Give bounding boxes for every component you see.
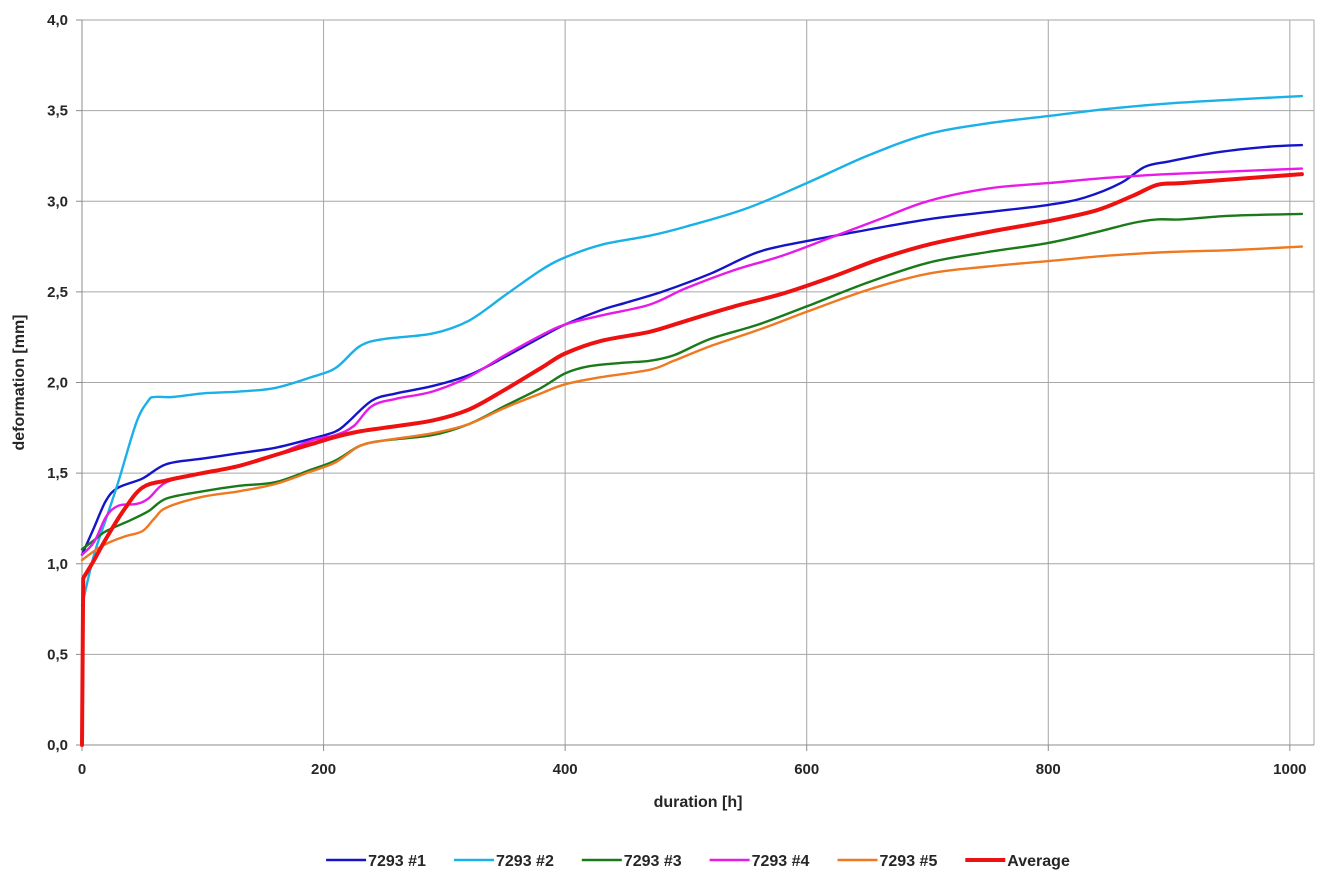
- y-axis-title: deformation [mm]: [11, 315, 28, 451]
- x-tick-label: 400: [553, 761, 578, 778]
- series-line-6: [80, 172, 1304, 747]
- x-tick-label: 600: [794, 761, 819, 778]
- x-axis-title: duration [h]: [654, 794, 743, 811]
- legend-item: 7293 #5: [837, 853, 938, 870]
- y-tick-label: 2,0: [47, 375, 68, 392]
- series-line-4: [80, 167, 1304, 556]
- series-line-5: [80, 245, 1304, 562]
- y-tick-label: 3,5: [47, 103, 68, 120]
- x-tick-label: 1000: [1273, 761, 1306, 778]
- legend: 7293 #1 7293 #2 7293 #3 7293 #4 7293 #5 Avera…: [326, 853, 1070, 870]
- legend-label: 7293 #2: [496, 853, 554, 870]
- y-tick-label: 0,5: [47, 646, 68, 663]
- x-tick-label: 800: [1036, 761, 1061, 778]
- y-tick-label: 1,0: [47, 556, 68, 573]
- series-line-1: [80, 143, 1304, 556]
- legend-label: 7293 #1: [368, 853, 426, 870]
- x-tick-label: 200: [311, 761, 336, 778]
- legend-label: 7293 #5: [880, 853, 938, 870]
- x-tick-label: 0: [78, 761, 86, 778]
- legend-label: Average: [1007, 853, 1070, 870]
- series-line-2: [80, 94, 1304, 607]
- legend-item: 7293 #4: [709, 853, 810, 870]
- legend-item: 7293 #2: [454, 853, 554, 870]
- legend-item: 7293 #1: [326, 853, 426, 870]
- y-tick-label: 2,5: [47, 284, 68, 301]
- y-tick-label: 4,0: [47, 12, 68, 29]
- legend-item: 7293 #3: [581, 853, 682, 870]
- tick-labels: 0,0 0,5 1,0 1,5 2,0 2,5 3,0 3,5 4,0 0 200 400 600 800…: [47, 12, 1306, 778]
- gridlines: [81, 19, 1315, 746]
- series-line-3: [80, 212, 1304, 551]
- y-tick-label: 3,0: [47, 193, 68, 210]
- y-tick-label: 1,5: [47, 465, 68, 482]
- y-tick-label: 0,0: [47, 737, 68, 754]
- data-series: [80, 94, 1304, 747]
- legend-label: 7293 #3: [624, 853, 682, 870]
- legend-item: Average: [965, 853, 1070, 870]
- axes: [76, 19, 1314, 751]
- legend-label: 7293 #4: [752, 853, 810, 870]
